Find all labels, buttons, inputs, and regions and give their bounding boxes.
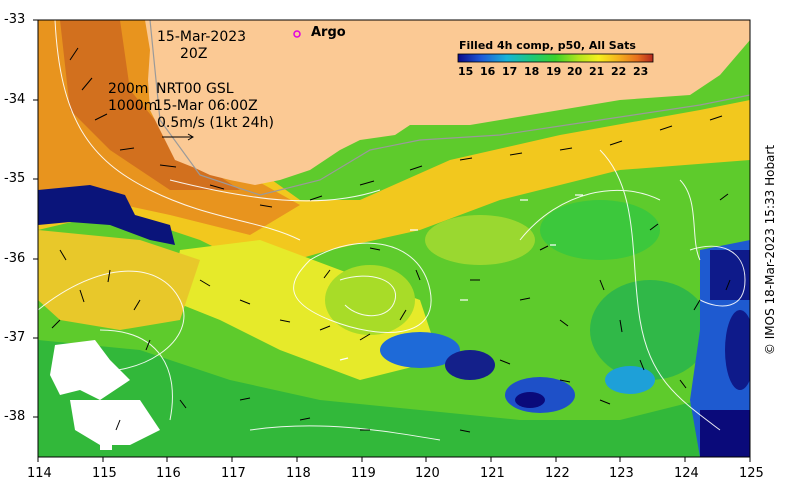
colorbar-tick: 22 bbox=[611, 65, 627, 78]
cloud-area bbox=[100, 440, 112, 450]
argo-marker bbox=[293, 30, 301, 38]
map-date: 15-Mar-2023 bbox=[157, 29, 247, 45]
cold-patch bbox=[605, 366, 655, 394]
depth-deep: 1000m bbox=[108, 98, 158, 114]
cloud-area bbox=[50, 340, 130, 400]
contour-lines bbox=[38, 20, 746, 441]
colorbar-title: Filled 4h comp, p50, All Sats bbox=[459, 39, 636, 52]
y-tick-label: -35 bbox=[4, 171, 26, 186]
blue-patch-nw bbox=[38, 185, 175, 245]
x-tick-label: 116 bbox=[156, 466, 181, 481]
yellow-tongue bbox=[170, 240, 440, 380]
colorbar-tick: 21 bbox=[589, 65, 605, 78]
colorbar-tick: 20 bbox=[567, 65, 583, 78]
yellow-west bbox=[38, 230, 200, 330]
current-vectors bbox=[51, 47, 731, 433]
south-cool bbox=[38, 340, 750, 457]
cloud-vectors bbox=[339, 194, 583, 361]
cold-patch bbox=[515, 392, 545, 408]
argo-label: Argo bbox=[311, 25, 346, 40]
green-patch bbox=[425, 215, 535, 265]
x-tick-label: 114 bbox=[27, 466, 52, 481]
x-ticks bbox=[37, 457, 751, 462]
cold-patch bbox=[700, 410, 750, 457]
map-hour: 20Z bbox=[180, 46, 208, 62]
x-tick-label: 117 bbox=[221, 466, 246, 481]
colorbar-tick: 17 bbox=[502, 65, 518, 78]
speed-scale-arrow bbox=[162, 133, 194, 141]
x-tick-label: 119 bbox=[351, 466, 376, 481]
cloud-area bbox=[70, 400, 160, 445]
x-tick-label: 121 bbox=[480, 466, 505, 481]
y-tick-label: -38 bbox=[4, 409, 26, 424]
cold-patch bbox=[710, 250, 750, 300]
green-patch bbox=[590, 280, 710, 380]
x-tick-label: 125 bbox=[739, 466, 764, 481]
cold-patch bbox=[725, 310, 750, 390]
colorbar bbox=[457, 53, 654, 63]
x-tick-label: 115 bbox=[92, 466, 117, 481]
colorbar-tick: 23 bbox=[633, 65, 649, 78]
y-tick-label: -37 bbox=[4, 330, 26, 345]
x-tick-label: 122 bbox=[545, 466, 570, 481]
eddy-patch bbox=[325, 265, 415, 335]
cold-patch bbox=[445, 350, 495, 380]
speed-scale-label: 0.5m/s (1kt 24h) bbox=[157, 115, 274, 131]
colorbar-tick: 16 bbox=[480, 65, 496, 78]
product-time: 15-Mar 06:00Z bbox=[154, 98, 258, 114]
y-tick-label: -33 bbox=[4, 12, 26, 27]
y-tick-label: -34 bbox=[4, 92, 26, 107]
depth-shallow: 200m bbox=[108, 81, 149, 97]
imos-credit: © IMOS 18-Mar-2023 15:33 Hobart bbox=[763, 144, 777, 356]
x-tick-label: 120 bbox=[415, 466, 440, 481]
plot-frame bbox=[37, 19, 751, 458]
leeuwin-current bbox=[60, 20, 240, 190]
green-patch bbox=[540, 200, 660, 260]
product-label: NRT00 GSL bbox=[156, 81, 234, 97]
colorbar-tick: 15 bbox=[458, 65, 474, 78]
y-ticks bbox=[33, 19, 38, 418]
x-tick-label: 118 bbox=[286, 466, 311, 481]
cold-patch bbox=[380, 332, 460, 368]
y-tick-label: -36 bbox=[4, 251, 26, 266]
coastline-shelf bbox=[149, 20, 750, 196]
colorbar-tick: 18 bbox=[524, 65, 540, 78]
colorbar-tick: 19 bbox=[546, 65, 562, 78]
x-tick-label: 124 bbox=[674, 466, 699, 481]
x-tick-label: 123 bbox=[609, 466, 634, 481]
